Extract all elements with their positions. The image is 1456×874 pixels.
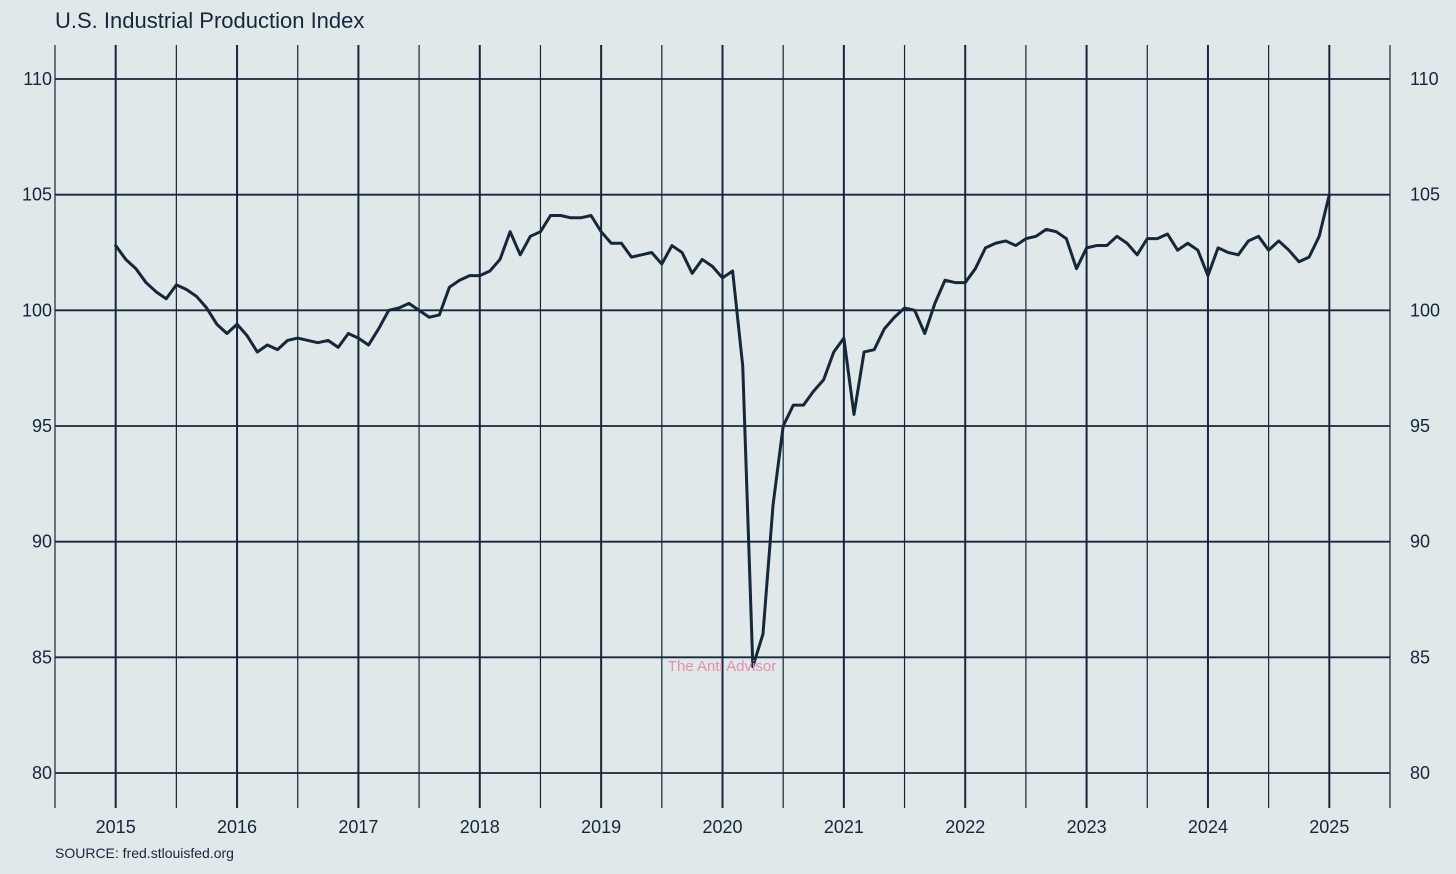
x-tick-label-2018: 2018: [460, 817, 500, 837]
x-tick-label-2016: 2016: [217, 817, 257, 837]
y-tick-label-right-110: 110: [1410, 69, 1439, 89]
y-tick-label-left-105: 105: [22, 185, 52, 205]
x-tick-label-2022: 2022: [945, 817, 985, 837]
grid-layer: [54, 45, 1391, 808]
x-tick-label-2020: 2020: [702, 817, 742, 837]
y-tick-label-right-85: 85: [1410, 647, 1430, 667]
x-tick-label-2025: 2025: [1309, 817, 1349, 837]
watermark-text: The Anti Advisor: [668, 658, 776, 675]
source-note: SOURCE: fred.stlouisfed.org: [55, 845, 234, 861]
y-tick-label-right-80: 80: [1410, 763, 1430, 783]
x-tick-label-2019: 2019: [581, 817, 621, 837]
x-tick-label-2015: 2015: [96, 817, 136, 837]
y-tick-label-right-95: 95: [1410, 416, 1430, 436]
series-line-0: [114, 193, 1331, 669]
x-tick-label-2023: 2023: [1067, 817, 1107, 837]
tick-labels: 80 80 85 85 90 90 95 95 100 100 105 105 110 110 2015 20…: [22, 69, 1440, 837]
y-tick-label-left-85: 85: [32, 647, 52, 667]
x-tick-label-2024: 2024: [1188, 817, 1228, 837]
chart-title: U.S. Industrial Production Index: [55, 8, 365, 33]
y-tick-label-right-105: 105: [1410, 185, 1440, 205]
x-tick-label-2021: 2021: [824, 817, 864, 837]
y-tick-label-left-95: 95: [32, 416, 52, 436]
y-tick-label-right-90: 90: [1410, 532, 1430, 552]
x-tick-label-2017: 2017: [338, 817, 378, 837]
y-tick-label-left-80: 80: [32, 763, 52, 783]
series-layer: [114, 193, 1331, 669]
y-tick-label-left-110: 110: [23, 69, 52, 89]
y-tick-label-right-100: 100: [1410, 300, 1440, 320]
y-tick-label-left-90: 90: [32, 532, 52, 552]
y-tick-label-left-100: 100: [22, 300, 52, 320]
